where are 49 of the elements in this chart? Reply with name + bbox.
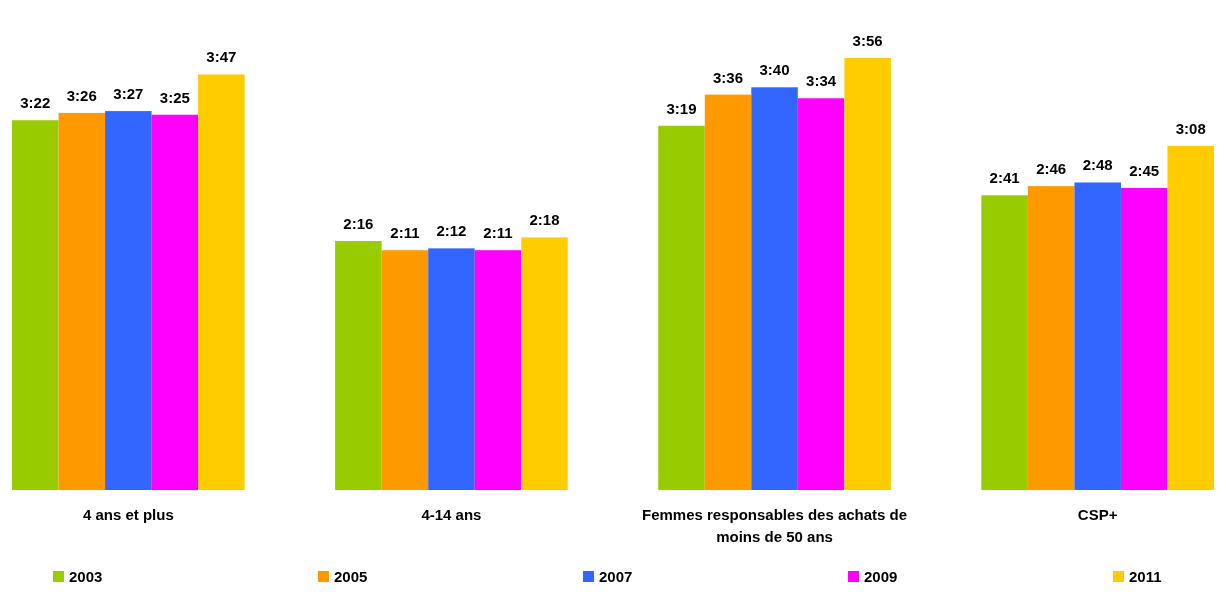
x-tick-label: Femmes responsables des achats de moins de 50 ans bbox=[642, 506, 908, 545]
x-tick-label: CSP+ bbox=[1077, 506, 1118, 523]
bar bbox=[981, 195, 1028, 490]
bar bbox=[12, 120, 59, 490]
data-label: 3:08 bbox=[1175, 119, 1206, 137]
bar bbox=[1074, 182, 1121, 490]
legend-label: 2003 bbox=[69, 568, 103, 585]
bar bbox=[198, 74, 245, 490]
data-label: 2:12 bbox=[436, 222, 467, 240]
bar bbox=[751, 87, 798, 490]
bar bbox=[658, 125, 705, 490]
bar bbox=[381, 250, 429, 490]
bar bbox=[474, 250, 522, 490]
bar bbox=[1167, 145, 1214, 490]
data-label: 2:18 bbox=[529, 211, 560, 229]
x-tick-label: 4 ans et plus bbox=[82, 506, 174, 523]
bar bbox=[704, 94, 752, 490]
data-label: 3:47 bbox=[206, 48, 237, 66]
bar bbox=[105, 111, 152, 490]
data-label: 3:36 bbox=[713, 68, 744, 86]
bar bbox=[428, 248, 475, 490]
data-label: 2:16 bbox=[343, 215, 374, 233]
x-tick-label: 4-14 ans bbox=[421, 506, 482, 523]
data-label: 2:11 bbox=[483, 224, 513, 242]
bar bbox=[521, 237, 568, 490]
data-label: 2:46 bbox=[1036, 160, 1067, 178]
data-label: 3:34 bbox=[806, 72, 837, 90]
data-label: 3:25 bbox=[159, 88, 190, 106]
bar bbox=[58, 112, 106, 490]
bar bbox=[797, 98, 845, 490]
data-label: 3:22 bbox=[20, 94, 51, 112]
data-label: 2:41 bbox=[989, 169, 1020, 187]
bar bbox=[844, 58, 891, 490]
legend-label: 2011 bbox=[1129, 568, 1162, 585]
data-label: 3:19 bbox=[666, 99, 697, 117]
data-label: 3:26 bbox=[66, 86, 97, 104]
legend-label: 2007 bbox=[599, 568, 633, 585]
legend-label: 2009 bbox=[864, 568, 898, 585]
bar bbox=[335, 241, 382, 490]
bar bbox=[1120, 187, 1168, 490]
legend-label: 2005 bbox=[334, 568, 368, 585]
data-label: 2:11 bbox=[390, 224, 420, 242]
data-label: 2:48 bbox=[1082, 156, 1113, 174]
bar bbox=[1027, 186, 1075, 490]
data-label: 3:56 bbox=[852, 32, 883, 49]
data-label: 3:27 bbox=[113, 85, 144, 103]
data-label: 3:40 bbox=[759, 61, 790, 79]
data-label: 2:45 bbox=[1129, 161, 1160, 179]
bar bbox=[151, 114, 199, 490]
